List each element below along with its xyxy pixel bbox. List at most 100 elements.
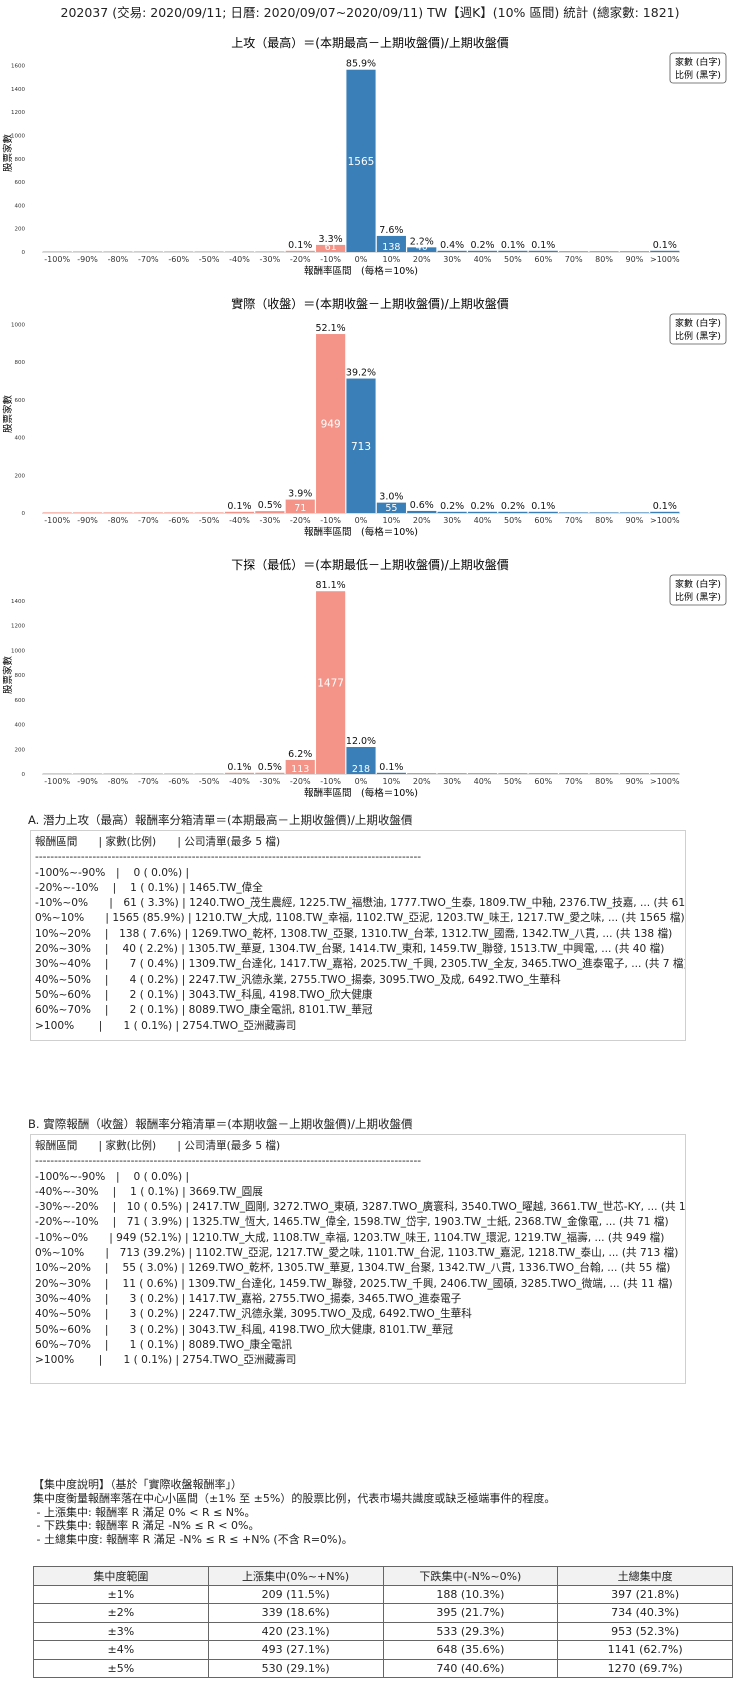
y-tick-label: 0 <box>22 250 26 256</box>
bar-count-label: 55 <box>385 503 397 514</box>
bar-percent-label: 0.1% <box>227 501 251 512</box>
x-tick-label: 10% <box>382 255 400 264</box>
x-tick-label: -40% <box>229 516 250 525</box>
table-cell: 1270 (69.7%) <box>557 1658 733 1678</box>
bar-percent-label: 0.1% <box>653 501 677 512</box>
bar-percent-label: 0.1% <box>227 762 251 773</box>
bar-percent-label: 0.2% <box>501 501 525 512</box>
bar <box>467 511 498 513</box>
list-b-title: B. 實際報酬（收盤）報酬率分箱清單＝(本期收盤－上期收盤價)/上期收盤價 <box>28 1117 413 1131</box>
table-cell: 493 (27.1%) <box>207 1640 384 1660</box>
list-line: 0%~10% | 713 (39.2%) | 1102.TW_亞泥, 1217.… <box>35 1247 679 1260</box>
bar-percent-label: 0.2% <box>470 240 494 251</box>
bar <box>619 773 650 774</box>
bar <box>437 250 467 252</box>
x-tick-label: -30% <box>260 777 281 786</box>
x-tick-label: >100% <box>650 516 680 525</box>
table-cell: ±5% <box>33 1658 209 1678</box>
bar <box>376 772 406 774</box>
bar <box>103 773 133 774</box>
x-tick-label: 80% <box>595 777 613 786</box>
x-tick-label: 30% <box>443 777 461 786</box>
bar <box>133 251 163 252</box>
list-line: -10%~0% | 61 ( 3.3%) | 1240.TWO_茂生農經, 12… <box>35 897 686 910</box>
bar-count-label: 61 <box>325 242 337 253</box>
y-tick-label: 600 <box>15 180 26 186</box>
table-cell: 188 (10.3%) <box>382 1584 559 1604</box>
bar <box>528 511 558 513</box>
x-tick-label: 30% <box>443 516 461 525</box>
table-cell: 740 (40.6%) <box>382 1658 559 1678</box>
table-row: ±1% 209 (11.5%) 188 (10.3%) 397 (21.8%) <box>33 1584 733 1604</box>
list-line: -100%~-90% | 0 ( 0.0%) | <box>35 866 190 879</box>
table-cell: ±2% <box>33 1603 209 1623</box>
bar <box>194 251 224 252</box>
table-header-row: 集中度範圍 上漲集中(0%~+N%) 下跌集中(-N%~0%) 土總集中度 <box>33 1566 733 1586</box>
x-tick-label: -30% <box>260 255 281 264</box>
x-tick-label: -10% <box>320 516 341 525</box>
x-tick-label: -100% <box>44 777 70 786</box>
bar-percent-label: 3.0% <box>379 492 403 503</box>
x-tick-label: 0% <box>355 255 368 264</box>
x-tick-label: 70% <box>565 777 583 786</box>
x-tick-label: -60% <box>168 516 189 525</box>
bar-percent-label: 0.6% <box>410 500 434 511</box>
bar <box>224 511 255 513</box>
bar <box>650 773 680 774</box>
bar-count-label: 713 <box>351 441 371 453</box>
bar <box>316 334 346 513</box>
x-tick-label: 10% <box>382 516 400 525</box>
bar <box>650 250 680 252</box>
list-line: -100%~-90% | 0 ( 0.0%) | <box>35 1170 190 1183</box>
x-tick-label: -100% <box>44 516 70 525</box>
x-tick-label: -80% <box>108 516 129 525</box>
bar <box>224 251 255 252</box>
x-tick-label: 60% <box>534 255 552 264</box>
legend-line: 比例 (黑字) <box>675 591 721 603</box>
bar-percent-label: 39.2% <box>346 368 376 379</box>
legend-line: 家數 (白字) <box>675 56 721 68</box>
legend-line: 家數 (白字) <box>675 317 721 329</box>
table-header: 集中度範圍 <box>33 1566 209 1586</box>
x-tick-label: 40% <box>474 777 492 786</box>
table-header: 下跌集中(-N%~0%) <box>382 1566 559 1586</box>
list-line: 40%~50% | 4 ( 0.2%) | 2247.TW_汎德永業, 2755… <box>35 973 561 986</box>
x-tick-label: 20% <box>413 255 431 264</box>
y-tick-label: 1400 <box>11 599 25 605</box>
x-tick-label: -60% <box>168 777 189 786</box>
y-tick-label: 1400 <box>11 87 25 93</box>
y-tick-label: 1200 <box>11 624 25 630</box>
table-row: ±3% 420 (23.1%) 533 (29.3%) 953 (52.3%) <box>33 1621 733 1641</box>
x-tick-label: -40% <box>229 255 250 264</box>
list-a-box: 報酬區間 | 家數(比例) | 公司清單(最多 5 檔) ------------… <box>30 830 686 1041</box>
notes-line: 【集中度說明】（基於「實際收盤報酬率」） <box>33 1478 242 1491</box>
y-tick-label: 1200 <box>11 110 25 116</box>
bar <box>133 512 163 513</box>
bar <box>407 773 437 774</box>
y-tick-label: 400 <box>15 436 26 442</box>
x-tick-label: 60% <box>534 777 552 786</box>
bar-percent-label: 3.3% <box>319 234 343 245</box>
x-tick-label: -90% <box>77 516 98 525</box>
list-line: ----------------------------------------… <box>35 851 422 864</box>
x-tick-label: 80% <box>595 255 613 264</box>
x-tick-label: -30% <box>260 516 281 525</box>
bar <box>376 235 406 252</box>
x-tick-label: 0% <box>355 777 368 786</box>
x-tick-label: -100% <box>44 255 70 264</box>
y-tick-label: 800 <box>15 157 26 163</box>
bar <box>285 760 315 774</box>
table-cell: ±4% <box>33 1640 209 1660</box>
bar <box>72 773 103 774</box>
notes-line: - 上漲集中: 報酬率 R 滿足 0% < R ≤ N%。 <box>33 1505 256 1519</box>
x-tick-label: -10% <box>320 777 341 786</box>
legend-line: 家數 (白字) <box>675 578 721 590</box>
bar <box>467 773 498 774</box>
bar-percent-label: 2.2% <box>410 236 434 247</box>
list-a-title: A. 潛力上攻（最高）報酬率分箱清單＝(本期最高－上期收盤價)/上期收盤價 <box>28 813 413 827</box>
table-cell: 648 (35.6%) <box>382 1640 559 1660</box>
bar <box>559 512 589 513</box>
x-tick-label: 50% <box>504 255 522 264</box>
x-tick-label: 60% <box>534 516 552 525</box>
bar <box>619 512 650 513</box>
